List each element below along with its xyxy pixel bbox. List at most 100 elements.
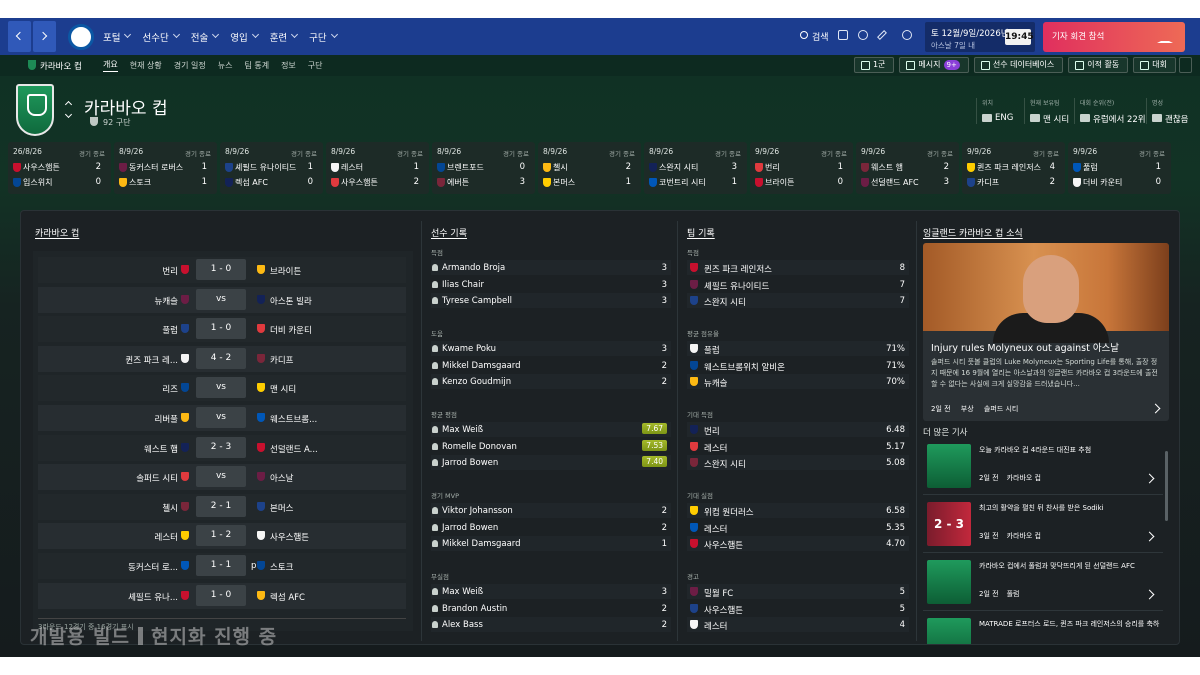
tab[interactable]: 현재 상황 — [129, 61, 162, 70]
fixture-row[interactable]: 레스터 1 - 2 사우스햄튼 — [38, 523, 406, 550]
quick-button[interactable]: 이적 활동 — [1068, 57, 1129, 73]
stat-row[interactable]: Mikkel Damsgaard 1 — [431, 536, 671, 551]
stat-row[interactable]: Jarrod Bowen 2 — [431, 520, 671, 535]
quick-button[interactable]: 선수 데이터베이스 — [973, 57, 1064, 73]
quick-button[interactable]: 1군 — [853, 57, 895, 73]
tab[interactable]: 구단 — [307, 61, 323, 70]
stat-value: 2 — [661, 522, 667, 533]
stat-row[interactable]: Romelle Donovan 7.53 — [431, 439, 671, 454]
stat-row[interactable]: Jarrod Bowen 7.40 — [431, 455, 671, 470]
menu-item[interactable]: 구단 — [309, 30, 326, 44]
prev-arrow[interactable] — [64, 100, 73, 109]
stat-row[interactable]: 스완지 시티 5.08 — [687, 455, 909, 470]
stat-row[interactable]: Alex Bass 2 — [431, 617, 671, 632]
tab[interactable]: 뉴스 — [217, 61, 233, 70]
scrollbar[interactable] — [1165, 451, 1168, 521]
news-title[interactable]: 잉글랜드 카라바오 컵 소식 — [923, 229, 1023, 239]
home-team: 동커스터 로버스 — [129, 163, 184, 172]
fixture-row[interactable]: 웨스트 햄 2 - 3 선덜랜드 A... — [38, 434, 406, 461]
news-item[interactable]: 카라바오 컵에서 풀럼과 맞닥뜨리게 된 선덜랜드 AFC 2일 전 풀럼 — [923, 555, 1163, 611]
stat-row[interactable]: 레스터 5.17 — [687, 439, 909, 454]
stat-row[interactable]: 셰필드 유나이티드 7 — [687, 277, 909, 292]
news-item[interactable]: 2 - 3 최고의 활약을 펼친 뒤 찬사를 받은 Sodiki 3일 전 카라바오 … — [923, 497, 1163, 553]
result-card[interactable]: 9/9/26 경기 종료 번리 1 브라이튼 0 — [750, 142, 853, 194]
news-item[interactable]: MATRADE 로프터스 로드, 퀸즈 파크 레인저스의 승리를 축하 — [923, 613, 1163, 644]
tab[interactable]: 정보 — [281, 61, 296, 70]
result-card[interactable]: 26/8/26 경기 종료 사우스햄튼 2 입스위치 0 — [8, 142, 111, 194]
stat-row[interactable]: 스완지 시티 7 — [687, 293, 909, 308]
fixture-row[interactable]: 솔퍼드 시티 vs 아스날 — [38, 464, 406, 491]
team-stats-title[interactable]: 팀 기록 — [687, 229, 715, 239]
stat-row[interactable]: Kwame Poku 3 — [431, 341, 671, 356]
featured-news[interactable]: Injury rules Molyneux out against 아스날 솔퍼… — [923, 243, 1169, 421]
stat-row[interactable]: 풀럼 71% — [687, 341, 909, 356]
edit-icon[interactable] — [877, 30, 887, 40]
fixture-row[interactable]: 리버풀 vs 웨스트브롬... — [38, 405, 406, 431]
stat-row[interactable]: 레스터 5.35 — [687, 520, 909, 535]
fixture-row[interactable]: 첼시 2 - 1 본머스 — [38, 493, 406, 520]
forward-button[interactable] — [33, 21, 56, 52]
menu-item[interactable]: 전술 — [191, 30, 208, 44]
assistant-icon[interactable] — [858, 30, 868, 40]
club-crest — [225, 163, 233, 172]
stat-row[interactable]: 퀸즈 파크 레인저스 8 — [687, 260, 909, 275]
menu-item[interactable]: 선수단 — [142, 30, 168, 44]
continue-button[interactable]: 기자 회견 참석 — [1043, 22, 1185, 52]
stat-row[interactable]: Brandon Austin 2 — [431, 601, 671, 616]
tab[interactable]: 개요 — [103, 59, 118, 72]
quick-button[interactable]: 메시지 9+ — [899, 57, 969, 73]
result-card[interactable]: 9/9/26 경기 종료 웨스트 햄 2 선덜랜드 AFC 3 — [856, 142, 959, 194]
stat-row[interactable]: 뉴캐슬 70% — [687, 374, 909, 389]
fixture-row[interactable]: 셰필드 유나... 1 - 0 렉섬 AFC — [38, 582, 406, 609]
stat-row[interactable]: Max Weiß 3 — [431, 584, 671, 599]
tab[interactable]: 경기 일정 — [173, 61, 206, 70]
result-card[interactable]: 9/9/26 경기 종료 풀럼 1 더비 카운티 0 — [1068, 142, 1171, 194]
stat-row[interactable]: Ilias Chair 3 — [431, 277, 671, 292]
result-card[interactable]: 8/9/26 경기 종료 셰필드 유나이티드 1 렉섬 AFC 0 — [220, 142, 323, 194]
bookmark-icon[interactable] — [838, 30, 848, 40]
competition-select[interactable]: 카라바오 컵 — [28, 60, 82, 72]
result-card[interactable]: 8/9/26 경기 종료 레스터 1 사우스햄튼 2 — [326, 142, 429, 194]
fixture-row[interactable]: 뉴캐슬 vs 아스톤 빌라 — [38, 286, 406, 313]
stat-row[interactable]: Viktor Johansson 2 — [431, 503, 671, 518]
player-stats-title[interactable]: 선수 기록 — [431, 229, 467, 239]
stat-row[interactable]: 사우스햄튼 4.70 — [687, 536, 909, 551]
settings-icon[interactable] — [902, 30, 912, 40]
stat-row[interactable]: 번리 6.48 — [687, 422, 909, 437]
result-card[interactable]: 8/9/26 경기 종료 첼시 2 본머스 1 — [538, 142, 641, 194]
stat-row[interactable]: 레스터 4 — [687, 617, 909, 632]
club-logo[interactable] — [68, 24, 94, 50]
next-arrow[interactable] — [64, 110, 73, 119]
fixture-row[interactable]: 동커스터 로... 1 - 1 p 스토크 — [38, 553, 406, 579]
tab[interactable]: 팀 통계 — [244, 61, 270, 70]
stat-row[interactable]: 사우스햄튼 5 — [687, 601, 909, 616]
date-box[interactable]: 토 12월/9일/2026년 아스날 7일 내 19:45 — [925, 22, 1035, 52]
result-card[interactable]: 8/9/26 경기 종료 동커스터 로버스 1 스토크 1 — [114, 142, 217, 194]
result-card[interactable]: 8/9/26 경기 종료 스완지 시티 3 코번트리 시티 1 — [644, 142, 747, 194]
fixture-row[interactable]: 풀럼 1 - 0 더비 카운티 — [38, 316, 406, 343]
search[interactable]: 검색 — [800, 30, 829, 43]
menu-item[interactable]: 훈련 — [270, 30, 287, 44]
menu-item[interactable]: 영입 — [230, 30, 247, 44]
stat-row[interactable]: Max Weiß 7.67 — [431, 422, 671, 437]
quick-button[interactable]: 대회 — [1133, 57, 1176, 73]
fixture-row[interactable]: 번리 1 - 0 브라이튼 — [38, 257, 406, 283]
stat-row[interactable]: 밀월 FC 5 — [687, 584, 909, 599]
more-button[interactable] — [1179, 57, 1192, 73]
stat-row[interactable]: Kenzo Goudmijn 2 — [431, 374, 671, 389]
stat-row[interactable]: 웨스트브롬위치 알비온 71% — [687, 358, 909, 373]
home-team: 사우스햄튼 — [23, 163, 60, 172]
fixtures-title[interactable]: 카라바오 컵 — [35, 229, 80, 239]
fixture-row[interactable]: 퀸즈 파크 레... 4 - 2 카디프 — [38, 345, 406, 372]
back-button[interactable] — [8, 21, 31, 52]
stat-row[interactable]: Mikkel Damsgaard 2 — [431, 358, 671, 373]
news-item[interactable]: 오늘 카라바오 컵 4라운드 대진표 추첨 2일 전 카라바오 컵 — [923, 439, 1163, 495]
stat-row[interactable]: Tyrese Campbell 3 — [431, 293, 671, 308]
fixture-row[interactable]: 리즈 vs 맨 시티 — [38, 375, 406, 402]
result-card[interactable]: 9/9/26 경기 종료 퀸즈 파크 레인저스 4 카디프 2 — [962, 142, 1065, 194]
menu-item[interactable]: 포털 — [103, 30, 120, 44]
stat-row[interactable]: 위컴 원더러스 6.58 — [687, 503, 909, 518]
stat-row[interactable]: Armando Broja 3 — [431, 260, 671, 275]
result-card[interactable]: 8/9/26 경기 종료 브렌트포드 0 에버튼 3 — [432, 142, 535, 194]
away-score: 2 — [413, 177, 419, 187]
